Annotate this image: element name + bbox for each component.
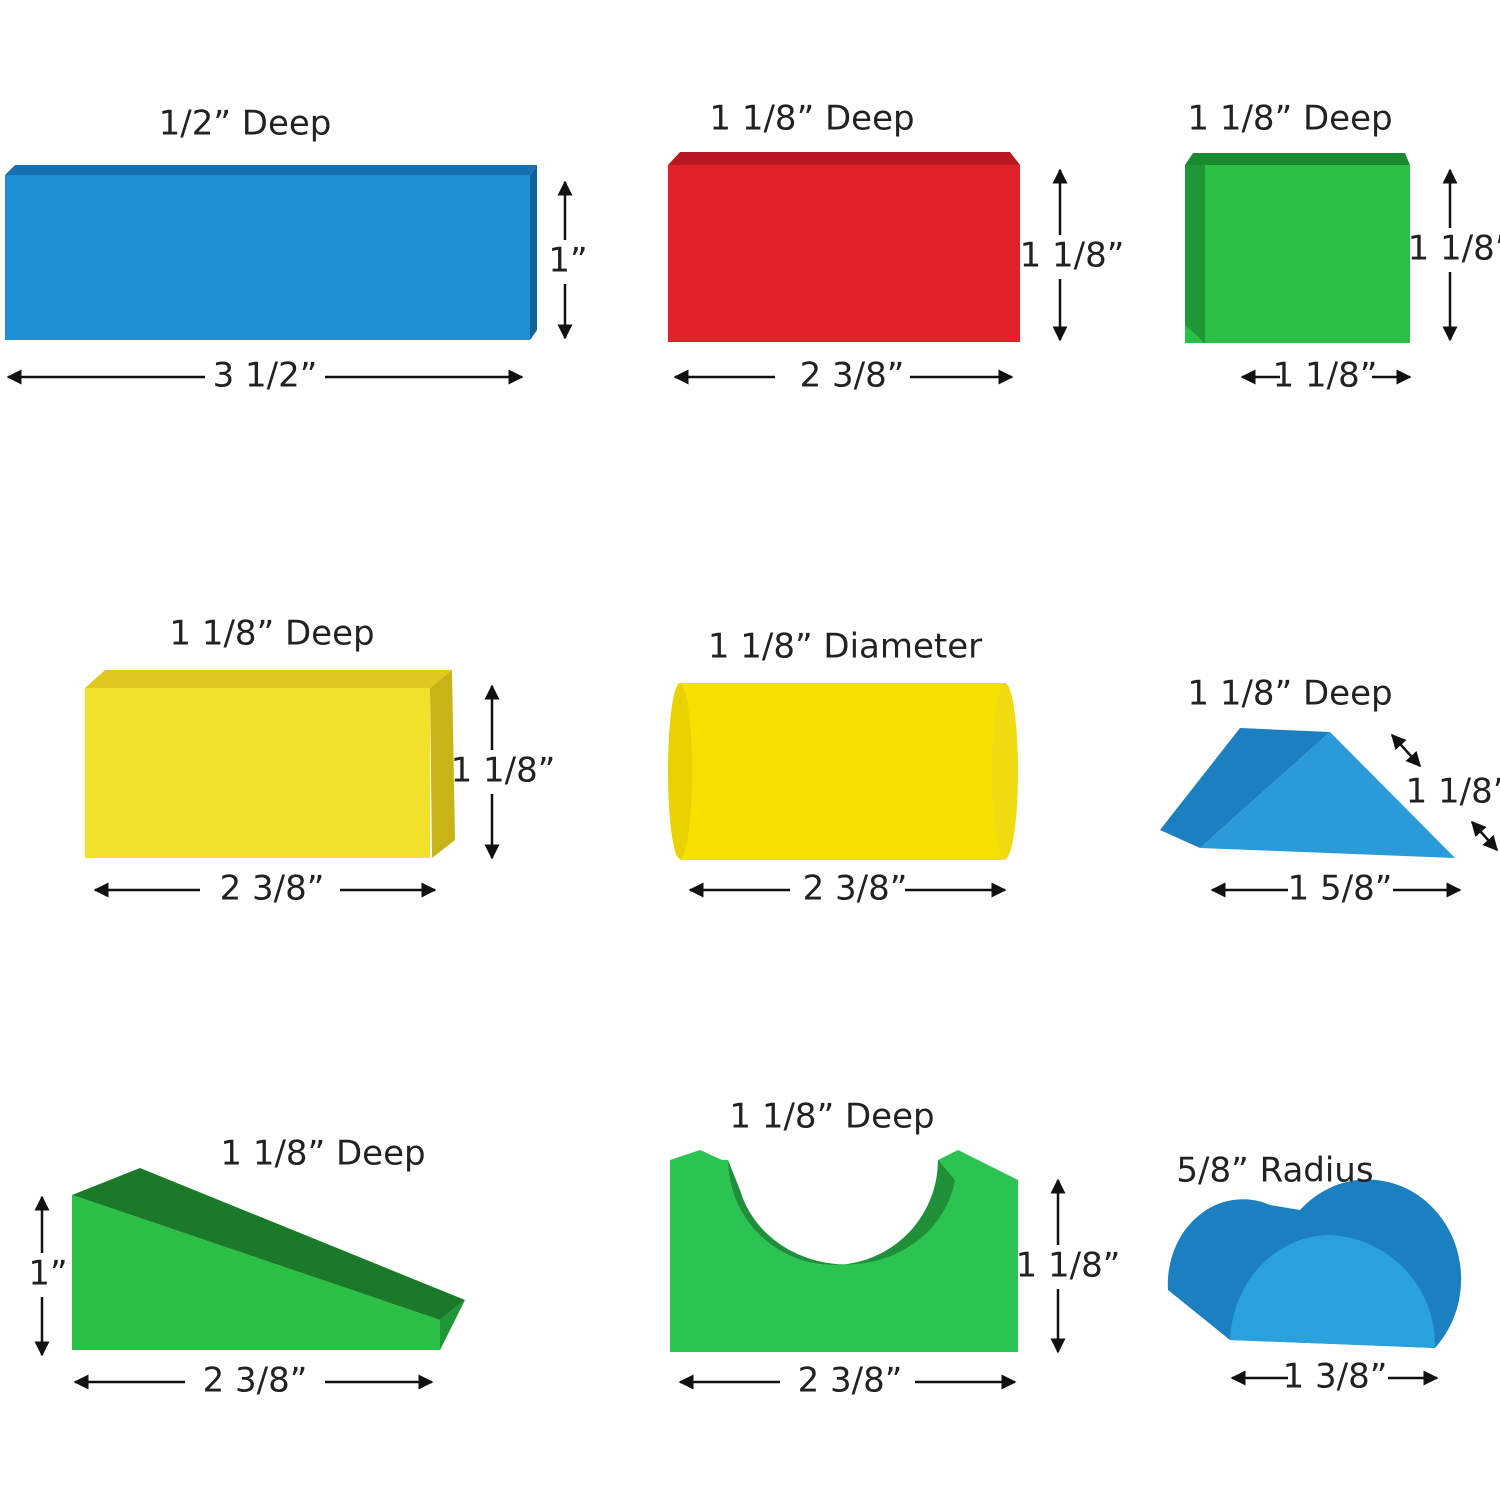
width-label: 2 3/8” (803, 869, 908, 909)
green-wedge (72, 1168, 465, 1350)
blue-triangle (1160, 728, 1455, 858)
height-label: 1” (548, 241, 587, 281)
depth-label: 1 1/8” Deep (729, 1097, 934, 1137)
height-label: 1 1/8” (1020, 236, 1125, 276)
blue-block (5, 165, 537, 340)
depth-label: 5/8” Radius (1176, 1151, 1373, 1191)
depth-label: 1 1/8” Deep (1187, 674, 1392, 714)
red-block (668, 152, 1020, 342)
height-label: 1 1/8” (451, 751, 556, 791)
yellow-cylinder (668, 683, 1018, 860)
side-arrow (1471, 820, 1498, 852)
depth-label: 1 1/8” Deep (169, 614, 374, 654)
yellow-block (85, 670, 455, 858)
width-label: 1 1/8” (1273, 356, 1378, 396)
side-arrow (1390, 733, 1422, 768)
side-label: 1 1/8” (1406, 772, 1500, 812)
height-label: 1 1/8” (1016, 1246, 1121, 1286)
depth-label: 1 1/8” Deep (220, 1134, 425, 1174)
width-label: 2 3/8” (220, 869, 325, 909)
depth-label: 1/2” Deep (159, 104, 332, 144)
blue-half-cylinder (1167, 1179, 1462, 1348)
width-label: 1 5/8” (1288, 869, 1393, 909)
width-label: 2 3/8” (798, 1361, 903, 1401)
width-label: 3 1/2” (213, 356, 318, 396)
green-cube (1185, 153, 1410, 343)
green-arch (670, 1150, 1018, 1352)
height-label: 1 1/8” (1408, 229, 1500, 269)
depth-label: 1 1/8” Deep (1187, 99, 1392, 139)
width-label: 1 3/8” (1283, 1357, 1388, 1397)
width-label: 2 3/8” (800, 356, 905, 396)
width-label: 2 3/8” (203, 1361, 308, 1401)
depth-label: 1 1/8” Deep (709, 99, 914, 139)
height-label: 1” (28, 1254, 67, 1294)
depth-label: 1 1/8” Diameter (708, 627, 982, 667)
